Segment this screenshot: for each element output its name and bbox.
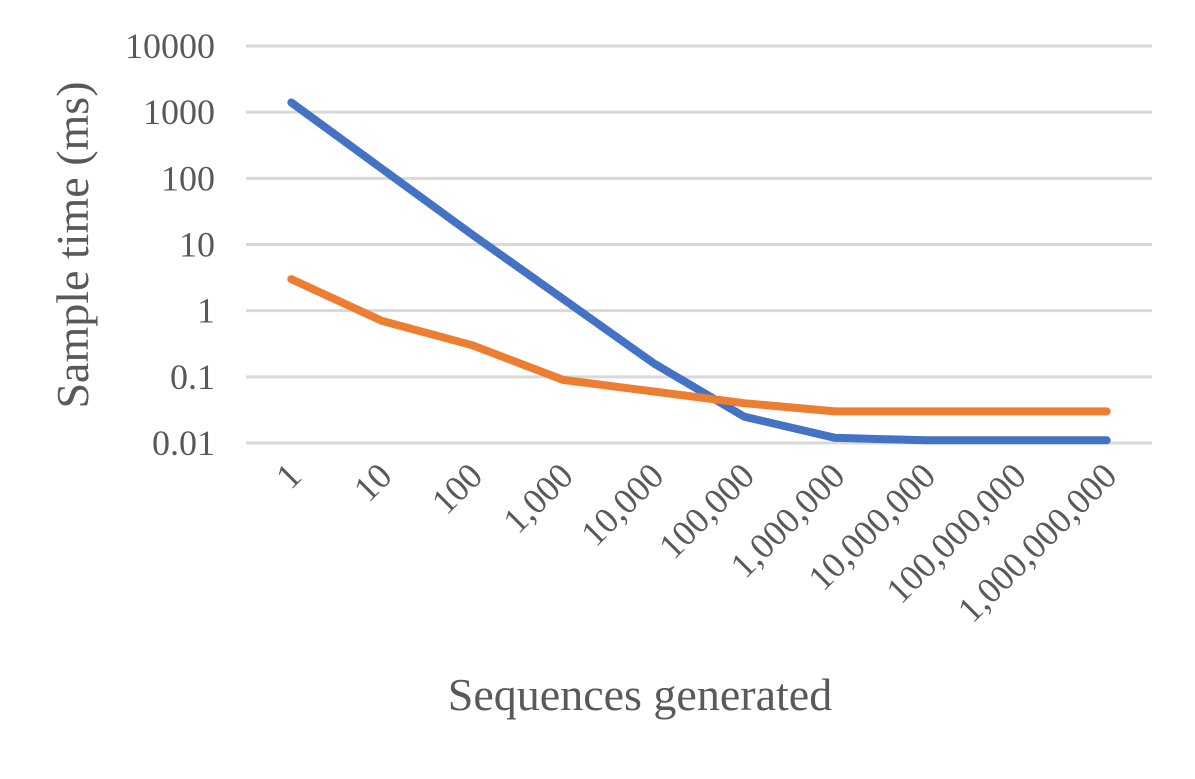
series-line-2 <box>287 275 1111 416</box>
x-tick-label: 1,000,000,000 <box>950 455 1125 630</box>
y-tick-label: 0.1 <box>170 357 215 397</box>
y-tick-label: 1000 <box>143 92 215 132</box>
y-axis-ticks: 10000 1000 100 10 1 0.1 0.01 <box>125 26 215 463</box>
y-tick-label: 10000 <box>125 26 215 66</box>
y-tick-label: 100 <box>161 158 215 198</box>
x-axis-ticks: 1 10 100 1,00010,000100,0001,000,00010,000,… <box>268 455 1124 630</box>
y-tick-label: 1 <box>197 291 215 331</box>
y-axis-title: Sample time (ms) <box>47 81 98 408</box>
x-tick-label: 100 <box>424 455 490 521</box>
x-tick-label: 1 <box>268 455 309 496</box>
x-tick-label: 1,000 <box>495 455 581 541</box>
series-lines <box>287 98 1111 445</box>
y-tick-label: 10 <box>179 225 215 265</box>
x-tick-label: 10 <box>346 455 400 509</box>
x-axis-title: Sequences generated <box>448 669 832 720</box>
gridlines <box>246 44 1152 445</box>
y-tick-label: 0.01 <box>152 423 215 463</box>
series-line-1 <box>287 98 1111 445</box>
